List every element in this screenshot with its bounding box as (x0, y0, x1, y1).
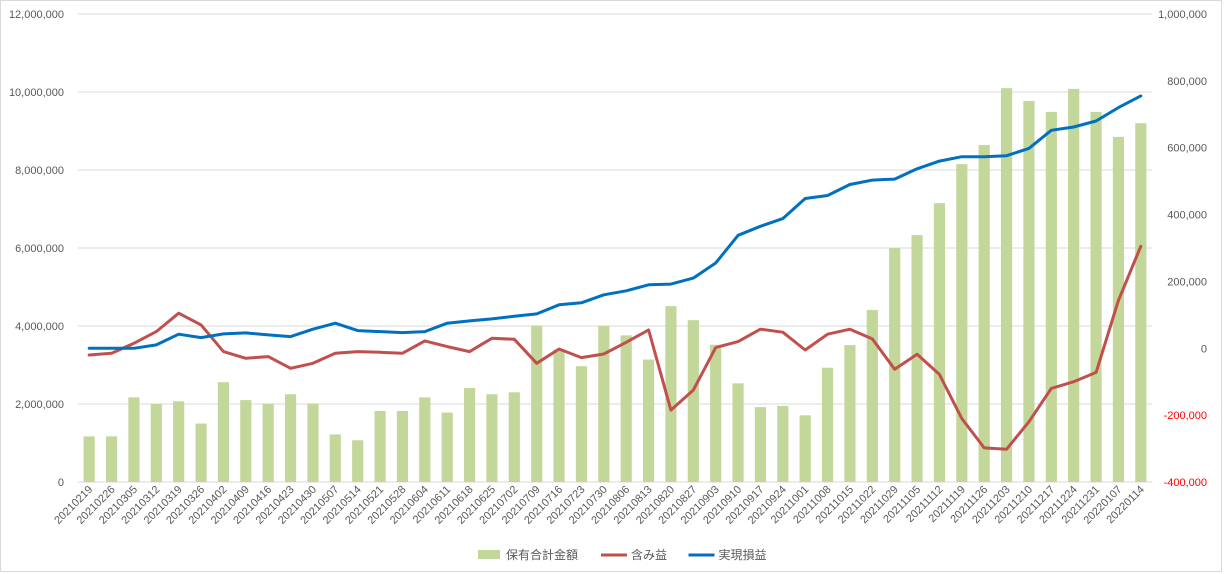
bar (933, 203, 946, 482)
bar (553, 349, 565, 482)
bar (1135, 123, 1147, 482)
bar (732, 383, 744, 482)
bar (531, 325, 543, 482)
bar (150, 404, 162, 482)
bar (240, 400, 252, 482)
bar (1112, 136, 1125, 482)
bar (978, 145, 990, 483)
bar (128, 397, 140, 482)
right-y-axis: -400,000 -200,000 0 200,000 400,000 600,000 80… (1158, 9, 1207, 489)
right-y-tick-label: -400,000 (1164, 477, 1207, 489)
bar (374, 411, 386, 482)
right-y-tick-label: 1,000,000 (1158, 9, 1207, 21)
bar (777, 405, 789, 482)
bar (687, 320, 699, 482)
bar (463, 388, 476, 482)
bar (396, 411, 409, 482)
series-line (87, 244, 1143, 451)
series-line (87, 94, 1143, 350)
left-y-tick-label: 4,000,000 (15, 321, 64, 333)
bar (195, 423, 207, 482)
bar (329, 434, 341, 482)
bar (441, 412, 453, 482)
line-series (87, 94, 1143, 451)
left-y-tick-label: 8,000,000 (15, 165, 64, 177)
left-y-tick-label: 2,000,000 (15, 399, 64, 411)
bar (710, 344, 722, 482)
left-y-tick-label: 6,000,000 (15, 243, 64, 255)
bar (866, 310, 878, 482)
bar (620, 335, 632, 482)
bar (217, 382, 230, 482)
bar (284, 394, 297, 482)
right-y-tick-label: 800,000 (1167, 76, 1207, 88)
left-y-tick-label: 12,000,000 (9, 9, 64, 21)
bar (821, 367, 834, 482)
bar (352, 440, 364, 482)
bar (1045, 111, 1057, 482)
bar (799, 415, 811, 482)
bar-series (83, 88, 1147, 483)
left-y-tick-label: 0 (58, 477, 64, 489)
bar (575, 366, 588, 482)
legend-label: 含み益 (631, 547, 667, 562)
legend-label: 保有合計金額 (506, 547, 578, 562)
bar (1023, 100, 1035, 482)
bar (956, 164, 968, 482)
bar (262, 403, 274, 482)
bar (508, 392, 520, 482)
bar (486, 394, 498, 482)
x-axis: 2021021920210226202103052021031220210319… (52, 484, 1147, 527)
legend-swatch (478, 550, 500, 559)
bar (419, 397, 431, 482)
bar (173, 401, 185, 482)
right-y-tick-label: 0 (1201, 343, 1207, 355)
bar (665, 306, 677, 482)
bar (307, 403, 319, 482)
right-y-tick-label: 200,000 (1167, 276, 1207, 288)
left-y-axis: 0 2,000,000 4,000,000 6,000,000 8,000,000 10,… (9, 9, 64, 489)
gridlines (78, 13, 1152, 483)
bar (889, 248, 901, 482)
bar (754, 407, 767, 482)
bar (1090, 111, 1102, 482)
right-y-tick-label: -200,000 (1164, 410, 1207, 422)
bar (83, 436, 95, 482)
bar (844, 345, 856, 482)
bar (911, 235, 923, 482)
bar (598, 325, 610, 482)
bar (1000, 88, 1013, 482)
bar (105, 436, 118, 482)
right-y-tick-label: 600,000 (1167, 143, 1207, 155)
legend: 保有合計金額 含み益 実現損益 (478, 547, 767, 562)
legend-label: 実現損益 (719, 547, 767, 562)
right-y-tick-label: 400,000 (1167, 210, 1207, 222)
left-y-tick-label: 10,000,000 (9, 87, 64, 99)
bar (1068, 88, 1080, 482)
bar (642, 359, 655, 482)
